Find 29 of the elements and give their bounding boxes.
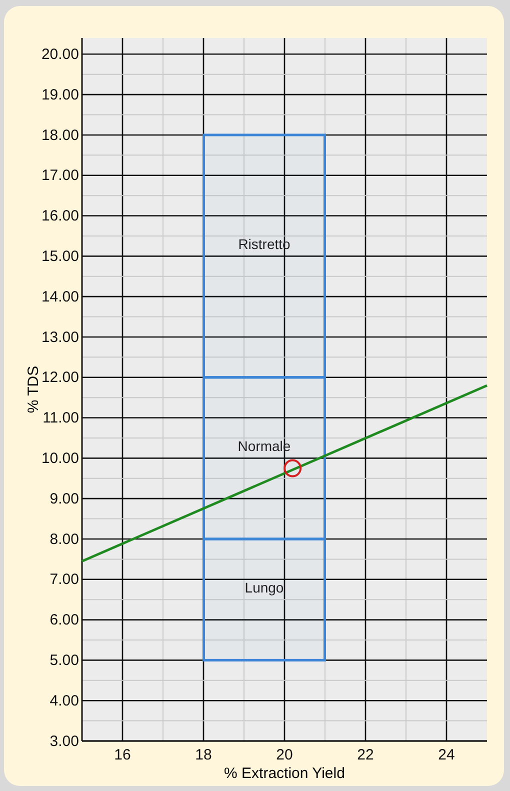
y-axis-title: % TDS [25,366,42,414]
x-axis-title: % Extraction Yield [224,765,345,782]
y-tick-label: 9.00 [50,490,79,508]
y-tick-label: 15.00 [41,248,79,265]
y-tick-label: 19.00 [41,86,79,104]
x-tick-label: 16 [114,746,131,764]
y-tick-label: 8.00 [50,530,79,548]
y-tick-label: 14.00 [41,288,79,306]
y-tick-label: 18.00 [41,126,79,144]
x-tick-label: 22 [357,746,374,764]
y-tick-label: 10.00 [41,450,79,467]
x-tick-label: 18 [195,746,212,764]
x-tick-label: 20 [276,746,293,764]
bar [202,134,326,379]
y-tick-label: 17.00 [41,167,79,184]
y-tick-label: 6.00 [50,612,79,629]
y-tick-label: 4.00 [50,692,79,710]
y-tick-label: 13.00 [41,328,79,346]
y-tick-label: 3.00 [50,732,79,750]
y-tick-label: 16.00 [41,208,79,225]
y-tick-label: 11.00 [42,410,79,427]
y-tick-label: 12.00 [41,369,79,386]
x-tick-label: 24 [438,746,455,764]
bar [202,376,326,540]
y-tick-label: 20.00 [41,46,79,63]
y-tick-label: 7.00 [50,571,79,588]
series-label: Lungo [244,579,284,596]
bar [202,538,326,662]
y-tick-label: 5.00 [50,652,79,669]
